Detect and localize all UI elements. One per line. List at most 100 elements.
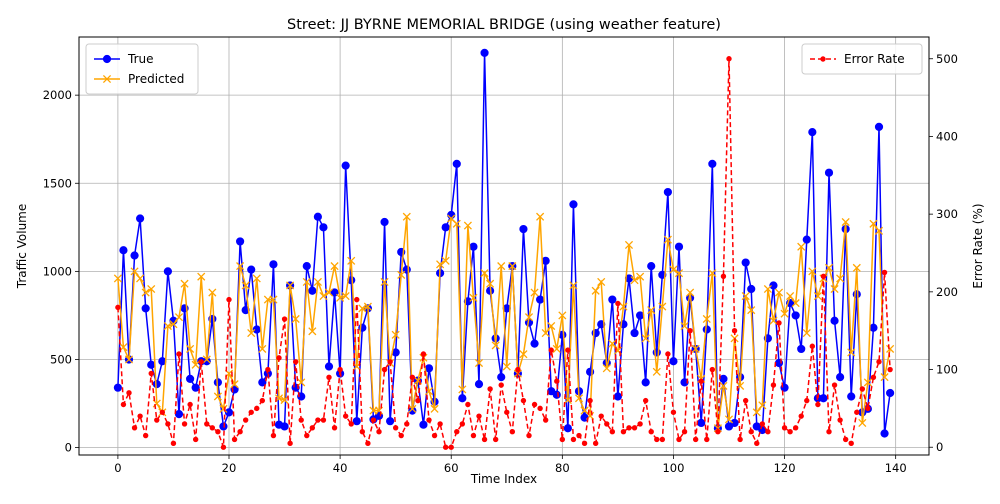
x-axis-label: Time Index xyxy=(470,472,537,486)
data-point xyxy=(192,436,199,443)
data-point xyxy=(509,428,516,435)
data-point xyxy=(380,277,389,287)
legend-swatch-marker xyxy=(102,74,112,84)
data-point xyxy=(787,428,793,435)
data-point xyxy=(797,242,806,251)
data-point xyxy=(536,212,545,221)
data-point xyxy=(848,440,854,447)
y-tick-label-left: 1000 xyxy=(43,264,72,278)
data-point xyxy=(392,425,399,431)
data-point xyxy=(297,378,306,387)
data-point xyxy=(613,392,622,401)
y-tick-label-right: 200 xyxy=(936,285,958,299)
data-point xyxy=(680,321,689,331)
data-point xyxy=(847,392,856,401)
data-point xyxy=(774,288,784,297)
data-point xyxy=(436,260,445,269)
data-point xyxy=(219,422,228,431)
data-point xyxy=(336,293,345,302)
data-point xyxy=(663,235,672,244)
data-point xyxy=(674,242,684,251)
data-point xyxy=(337,366,343,373)
data-point xyxy=(202,355,211,364)
data-point xyxy=(830,284,839,294)
data-point xyxy=(308,286,317,295)
series-true xyxy=(113,48,895,438)
data-point xyxy=(824,168,834,177)
data-point xyxy=(309,425,316,431)
data-point xyxy=(176,351,182,357)
data-point xyxy=(224,408,234,417)
data-point xyxy=(487,386,493,392)
legend-swatch-marker xyxy=(820,56,826,62)
data-point xyxy=(376,428,382,435)
legend-label: True xyxy=(127,52,154,66)
data-point xyxy=(858,418,867,427)
data-point xyxy=(174,313,184,322)
data-point xyxy=(130,267,139,276)
data-point xyxy=(437,421,443,427)
data-point xyxy=(554,378,560,384)
data-point xyxy=(836,274,845,283)
x-tick-label: 40 xyxy=(333,461,348,475)
y-tick-label-right: 100 xyxy=(936,363,958,377)
data-point xyxy=(415,397,421,404)
data-point xyxy=(598,413,604,419)
data-point xyxy=(291,314,300,324)
data-point xyxy=(647,306,656,315)
data-point xyxy=(380,217,389,227)
data-point xyxy=(292,359,299,365)
data-point xyxy=(420,351,427,357)
data-point xyxy=(524,313,534,322)
data-point xyxy=(842,436,849,443)
data-point xyxy=(669,265,678,274)
data-point xyxy=(692,436,699,443)
data-point xyxy=(880,373,889,382)
data-point xyxy=(781,425,788,431)
data-point xyxy=(597,320,606,329)
data-point xyxy=(165,421,171,427)
data-point xyxy=(354,296,360,303)
data-point xyxy=(569,281,578,290)
data-point xyxy=(259,397,266,404)
data-point xyxy=(136,274,145,283)
data-point xyxy=(708,159,717,168)
data-point xyxy=(587,397,593,404)
data-point xyxy=(154,417,160,423)
y-axis-label-right: Error Rate (%) xyxy=(971,203,985,288)
data-point xyxy=(424,364,434,373)
data-point xyxy=(419,420,428,429)
data-point xyxy=(181,421,188,427)
data-point xyxy=(504,409,510,415)
data-point xyxy=(502,362,511,371)
data-point xyxy=(681,428,688,435)
data-point xyxy=(552,344,561,353)
data-point xyxy=(187,401,193,408)
data-point xyxy=(670,409,677,415)
data-point xyxy=(313,277,322,287)
data-point xyxy=(269,295,278,304)
data-point xyxy=(720,273,727,280)
data-point xyxy=(648,428,654,435)
data-point xyxy=(174,410,184,419)
y-tick-label-right: 400 xyxy=(936,129,958,143)
data-point xyxy=(469,293,478,302)
data-point xyxy=(724,415,734,424)
data-point xyxy=(169,320,178,329)
data-point xyxy=(213,392,222,401)
data-point xyxy=(769,316,778,325)
data-point xyxy=(647,261,656,271)
data-point xyxy=(881,269,888,276)
data-point xyxy=(865,405,871,412)
data-point xyxy=(141,288,150,297)
data-point xyxy=(620,428,627,435)
data-point xyxy=(630,328,639,338)
data-point xyxy=(115,304,121,311)
legend-left: True Predicted xyxy=(85,43,199,95)
data-point xyxy=(198,359,204,365)
data-point xyxy=(824,263,834,272)
x-tick-label: 120 xyxy=(774,461,796,475)
data-point xyxy=(497,373,506,382)
data-point xyxy=(687,327,693,334)
data-point xyxy=(141,304,150,313)
